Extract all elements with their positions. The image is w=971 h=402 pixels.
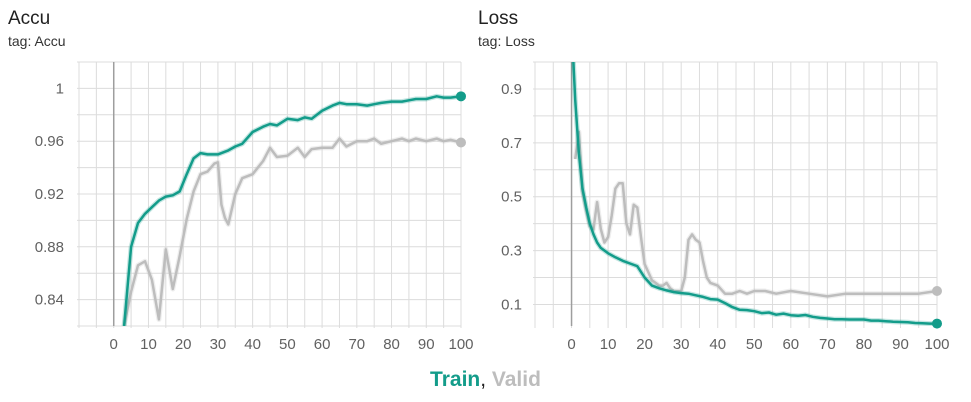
accu-valid-endpoint[interactable] — [456, 137, 466, 148]
accu-x-tick-label: 20 — [175, 336, 192, 353]
accu-train-halo — [121, 93, 461, 326]
accu-x-tick-label: 10 — [140, 336, 157, 353]
loss-train-line[interactable] — [572, 62, 937, 325]
legend-separator: , — [480, 368, 492, 391]
loss-x-tick-label: 90 — [892, 336, 909, 353]
accu-y-tick-label: 0.96 — [35, 133, 64, 150]
legend: Train, Valid — [0, 368, 971, 392]
loss-y-tick-label: 0.3 — [501, 243, 522, 260]
accu-valid-line[interactable] — [122, 137, 461, 326]
loss-valid-endpoint[interactable] — [932, 285, 942, 296]
loss-plot-area — [570, 62, 937, 326]
loss-grid — [533, 61, 938, 328]
accu-x-tick-label: 80 — [383, 336, 400, 353]
loss-y-tick-label: 0.1 — [501, 296, 522, 313]
loss-chart[interactable]: 0 10 20 30 40 50 60 70 80 90 100 0.1 0.3 0.5 0.7 0.9 — [485, 0, 971, 365]
loss-x-tick-label: 70 — [819, 336, 836, 353]
accu-train-line[interactable] — [122, 95, 461, 326]
loss-x-tick-label: 20 — [636, 336, 653, 353]
accu-x-tick-label: 30 — [210, 336, 227, 353]
accu-chart-title: Accu — [8, 8, 51, 29]
loss-x-tick-label: 100 — [924, 336, 949, 353]
accu-x-tick-label: 90 — [418, 336, 435, 353]
accu-chart[interactable]: 0 10 20 30 40 50 60 70 80 90 100 0.84 0.88 0.92 0.96 1 — [0, 0, 485, 365]
loss-chart-title: Loss — [478, 8, 519, 29]
accu-x-tick-label: 50 — [279, 336, 296, 353]
loss-x-tick-label: 0 — [567, 336, 575, 353]
accu-x-tick-label: 70 — [348, 336, 365, 353]
accu-train-endpoint[interactable] — [456, 91, 466, 102]
accu-x-tick-label: 0 — [110, 336, 118, 353]
loss-x-tick-label: 60 — [782, 336, 799, 353]
loss-x-tick-label: 30 — [673, 336, 690, 353]
loss-x-tick-label: 10 — [600, 336, 617, 353]
legend-train[interactable]: Train — [430, 368, 481, 391]
loss-train-endpoint[interactable] — [932, 318, 942, 329]
loss-chart-subtitle: tag: Loss — [478, 33, 535, 49]
loss-y-tick-label: 0.7 — [501, 135, 522, 152]
loss-x-tick-label: 40 — [709, 336, 726, 353]
loss-valid-line[interactable] — [573, 130, 937, 298]
accu-x-tick-label: 40 — [244, 336, 261, 353]
accu-x-tick-label: 60 — [314, 336, 331, 353]
accu-valid-halo — [121, 136, 461, 326]
loss-x-tick-label: 50 — [746, 336, 763, 353]
accu-x-tick-label: 100 — [448, 336, 473, 353]
accu-y-tick-label: 0.92 — [35, 186, 64, 203]
loss-y-tick-label: 0.5 — [501, 189, 522, 206]
loss-y-tick-label: 0.9 — [501, 81, 522, 98]
accu-y-tick-label: 1 — [56, 80, 64, 97]
accu-chart-subtitle: tag: Accu — [8, 33, 66, 49]
accu-plot-area — [121, 93, 461, 326]
accu-y-tick-label: 0.84 — [35, 292, 64, 309]
loss-x-tick-label: 80 — [856, 336, 873, 353]
loss-valid-halo — [572, 129, 937, 299]
accu-y-tick-label: 0.88 — [35, 239, 64, 256]
legend-valid[interactable]: Valid — [491, 368, 541, 391]
